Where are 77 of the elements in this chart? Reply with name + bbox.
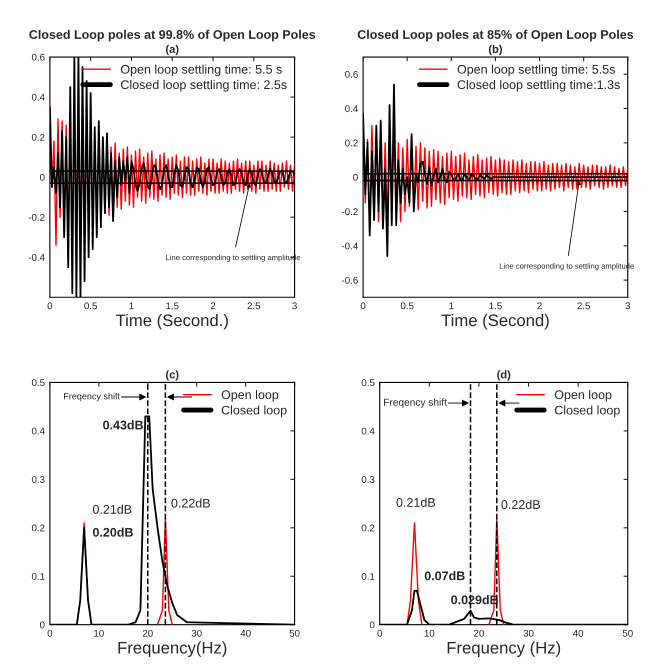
y-tick-label: 0.3 <box>362 476 374 483</box>
legend-label: Open loop settling time: 5.5s <box>458 64 615 76</box>
x-tick-label: 0 <box>48 302 52 310</box>
x-tick-label: 2 <box>537 302 542 310</box>
y-tick-label: 0.4 <box>362 428 375 435</box>
x-tick-label: 40 <box>240 630 251 637</box>
y-tick-label: 0.2 <box>32 524 45 532</box>
y-tick-label: 0.2 <box>32 134 45 141</box>
annotation: 0.21dB <box>396 498 435 507</box>
chart-subtitle: (b) <box>488 44 502 56</box>
x-tick-label: 3 <box>292 302 297 310</box>
chart-title: Closed Loop poles at 85% of Open Loop Poles <box>358 30 634 42</box>
x-tick-label: 50 <box>622 630 633 637</box>
y-tick-label: 0 <box>370 621 374 628</box>
y-tick-label: 0.4 <box>32 94 45 101</box>
x-tick-label: 1.5 <box>166 302 179 310</box>
x-tick-label: 0 <box>377 630 382 637</box>
y-tick-label: 0.5 <box>32 379 45 386</box>
y-tick-label: 0 <box>40 621 45 628</box>
x-tick-label: 20 <box>142 630 153 637</box>
x-tick-label: 30 <box>192 630 202 637</box>
y-tick-label: -0.4 <box>28 254 45 261</box>
x-tick-label: 2.5 <box>577 302 590 310</box>
x-tick-label: 2.5 <box>248 302 260 310</box>
x-tick-label: 50 <box>290 630 300 637</box>
chart-title: (c) <box>166 370 178 381</box>
x-tick-label: 10 <box>94 630 104 637</box>
x-tick-label: 1 <box>449 302 454 310</box>
annotation: 0.22dB <box>501 500 540 509</box>
chart-title: (d) <box>497 370 510 381</box>
annotation: 0.21dB <box>92 504 132 514</box>
chart-subtitle: (a) <box>166 44 178 56</box>
y-tick-label: 0.1 <box>32 572 45 580</box>
y-tick-label: 0.1 <box>362 572 374 580</box>
y-tick-label: -0.4 <box>342 242 358 250</box>
x-tick-label: 20 <box>474 630 484 637</box>
y-tick-label: 0.3 <box>32 476 45 483</box>
legend-label: Closed loop <box>222 405 287 418</box>
x-tick-label: 0.5 <box>400 302 414 310</box>
y-tick-label: 0 <box>40 174 45 181</box>
x-axis-title: Time (Second) <box>441 314 549 330</box>
chart-title: Closed Loop poles at 99.8% of Open Loop Poles <box>29 30 316 42</box>
annotation: 0.22dB <box>171 498 210 508</box>
annotation: 0.07dB <box>424 571 465 580</box>
x-tick-label: 30 <box>524 630 534 637</box>
x-tick-label: 2 <box>210 302 216 310</box>
x-tick-label: 1.5 <box>489 302 502 310</box>
x-axis-title: Time (Second.) <box>116 314 228 330</box>
x-tick-label: 10 <box>424 630 434 637</box>
annotation: Freqency shift <box>64 392 120 402</box>
x-tick-label: 0.5 <box>84 302 98 310</box>
x-tick-label: 1 <box>129 302 134 310</box>
legend-label: Closed loop settling time: 2.5s <box>120 80 287 92</box>
y-tick-label: -0.6 <box>342 276 358 284</box>
legend-label: Open loop <box>554 390 612 402</box>
y-tick-label: 0.6 <box>345 70 358 78</box>
x-tick-label: 0 <box>48 630 52 637</box>
x-axis-title: Frequency(Hz) <box>118 641 226 657</box>
x-tick-label: 3 <box>625 302 630 310</box>
y-tick-label: 0.2 <box>345 140 358 146</box>
y-tick-label: -0.2 <box>28 214 45 221</box>
legend-label: Closed loop <box>554 405 620 418</box>
y-tick-label: 0.6 <box>32 54 45 61</box>
y-tick-label: 0.5 <box>362 379 374 386</box>
y-tick-label: 0 <box>353 174 358 181</box>
legend-label: Closed loop settling time:1.3s <box>458 80 620 92</box>
annotation: 0.43dB <box>103 420 144 430</box>
y-tick-label: 0.4 <box>345 105 358 112</box>
y-tick-label: -0.2 <box>342 208 358 216</box>
x-axis-title: Frequency (Hz) <box>448 641 560 657</box>
legend-label: Open loop settling time: 5.5 s <box>120 64 282 76</box>
annotation: Freqency shift <box>384 398 447 408</box>
y-tick-label: 0.4 <box>32 428 45 435</box>
x-tick-label: 40 <box>572 630 584 637</box>
y-tick-label: 0.2 <box>362 524 374 532</box>
legend-label: Open loop <box>222 390 278 402</box>
annotation: 0.20dB <box>92 528 133 537</box>
